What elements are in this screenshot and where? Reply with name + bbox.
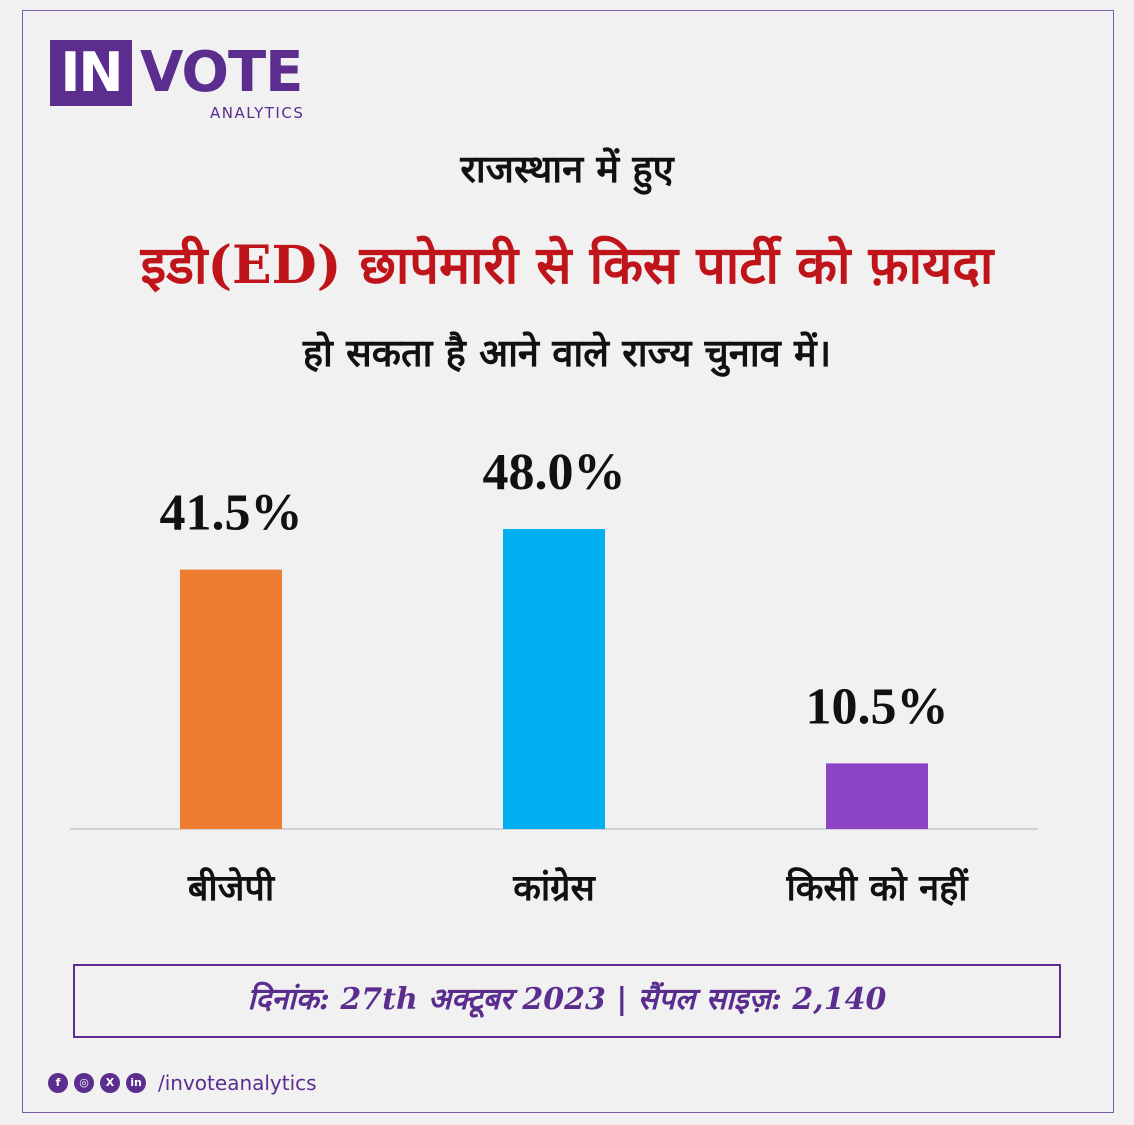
- category-label-3: किसी को नहीं: [785, 867, 969, 909]
- logo-vote-text: VOTE: [140, 40, 303, 105]
- title-line-1: राजस्थान में हुए: [460, 146, 674, 191]
- bar-3: [826, 763, 928, 829]
- value-label-1: 41.5%: [160, 485, 303, 542]
- title-line-2: इडी(ED) छापेमारी से किस पार्टी को फ़ायदा: [140, 235, 994, 296]
- brand-logo: IN VOTE ANALYTICS: [50, 40, 350, 122]
- logo-in-block: IN: [50, 40, 132, 106]
- info-text: दिनांक: 27th अक्टूबर 2023 | सैंपल साइज़:…: [247, 982, 887, 1017]
- logo-analytics-text: ANALYTICS: [210, 104, 305, 122]
- category-label-1: बीजेपी: [187, 867, 276, 909]
- facebook-icon[interactable]: f: [48, 1073, 68, 1093]
- linkedin-icon[interactable]: in: [126, 1073, 146, 1093]
- value-label-3: 10.5%: [806, 678, 949, 735]
- bar-2: [503, 529, 605, 829]
- instagram-icon[interactable]: ◎: [74, 1073, 94, 1093]
- border-frame: [22, 10, 1114, 1113]
- title-line-3: हो सकता है आने वाले राज्य चुनाव में।: [302, 330, 832, 375]
- bar-1: [180, 569, 282, 829]
- x-icon[interactable]: X: [100, 1073, 120, 1093]
- bar-chart: 41.5% बीजेपी 48.0% कांग्रेस 10.5% किसी को नही…: [70, 444, 1038, 909]
- value-label-2: 48.0%: [483, 444, 626, 501]
- social-handle[interactable]: /invoteanalytics: [158, 1071, 317, 1095]
- info-box: दिनांक: 27th अक्टूबर 2023 | सैंपल साइज़:…: [73, 964, 1061, 1038]
- category-label-2: कांग्रेस: [512, 867, 596, 909]
